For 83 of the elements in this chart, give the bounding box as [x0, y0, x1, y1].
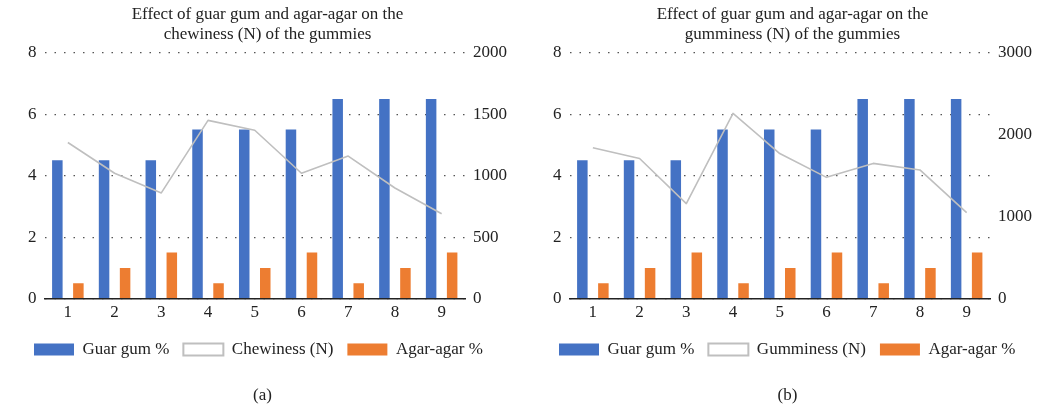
x-tick-label: 7	[868, 302, 878, 322]
y-tick-label: 2	[28, 226, 37, 246]
bar	[213, 283, 224, 298]
legend-label: Agar-agar %	[928, 338, 1016, 358]
y2-tick-label: 0	[473, 288, 482, 308]
bar	[192, 129, 203, 298]
x-tick-label: 3	[682, 302, 691, 322]
y2-tick-label: 2000	[998, 124, 1032, 144]
x-tick-label: 9	[962, 302, 971, 322]
x-tick-label: 1	[63, 302, 73, 322]
bar	[691, 252, 703, 298]
bar	[446, 252, 458, 298]
legend-label: Agar-agar %	[395, 338, 483, 358]
legend-label: Guar gum %	[82, 338, 170, 358]
x-tick-label: 2	[635, 302, 644, 322]
y-tick-label: 4	[28, 165, 37, 185]
bar	[577, 160, 588, 298]
bar	[904, 98, 915, 298]
chart-title: Effect of guar gum and agar-agar on the chewiness (N) of the gummies	[131, 3, 404, 44]
bar	[400, 267, 411, 298]
x-tick-label: 5	[250, 302, 259, 322]
y2-tick-label: 500	[473, 226, 499, 246]
bar	[166, 252, 178, 298]
bar	[623, 160, 635, 298]
bar	[73, 283, 84, 298]
bar	[260, 267, 271, 298]
y2-tick-label: 2000	[473, 42, 507, 62]
x-tick-label: 8	[915, 302, 925, 322]
bar	[831, 252, 843, 298]
bar	[925, 267, 936, 298]
legend-label: Guar gum %	[607, 338, 695, 358]
bar	[857, 98, 868, 298]
bar	[717, 129, 728, 298]
bar	[644, 267, 656, 298]
bar	[878, 283, 889, 298]
y-tick-label: 4	[553, 165, 562, 185]
y2-tick-label: 1000	[998, 206, 1032, 226]
text: (a)	[253, 385, 272, 404]
bar	[971, 252, 983, 298]
bar	[52, 160, 63, 298]
y2-tick-label: 0	[998, 288, 1007, 308]
bar	[332, 98, 343, 298]
x-tick-label: 6	[297, 302, 306, 322]
x-tick-label: 6	[822, 302, 831, 322]
x-tick-label: 8	[390, 302, 400, 322]
y-tick-label: 0	[553, 288, 562, 308]
bar	[785, 267, 796, 298]
x-tick-label: 9	[437, 302, 446, 322]
bar	[425, 98, 437, 298]
text: (b)	[777, 385, 798, 404]
bar	[810, 129, 822, 298]
y-tick-label: 6	[553, 103, 562, 123]
chart-title: Effect of guar gum and agar-agar on the gumminess (N) of the gummies	[656, 3, 929, 44]
bar	[98, 160, 110, 298]
x-tick-label: 7	[343, 302, 353, 322]
bar	[763, 129, 775, 298]
x-tick-label: 4	[728, 302, 738, 322]
bar	[145, 160, 157, 298]
bar	[285, 129, 297, 298]
y2-tick-label: 1500	[473, 103, 507, 123]
bar	[738, 283, 749, 298]
y-tick-label: 6	[28, 103, 37, 123]
legend-label: Chewiness (N)	[231, 338, 334, 358]
bar	[379, 98, 390, 298]
bar	[119, 267, 131, 298]
y-tick-label: 8	[28, 42, 37, 62]
x-tick-label: 3	[157, 302, 166, 322]
y-tick-label: 0	[28, 288, 37, 308]
bar	[950, 98, 962, 298]
x-tick-label: 5	[775, 302, 784, 322]
y-tick-label: 8	[553, 42, 562, 62]
bar	[598, 283, 609, 298]
y2-tick-label: 3000	[998, 42, 1032, 62]
y2-tick-label: 1000	[473, 165, 507, 185]
y-tick-label: 2	[553, 226, 562, 246]
x-tick-label: 2	[110, 302, 119, 322]
bar	[353, 283, 364, 298]
legend-label: Gumminess (N)	[756, 338, 866, 358]
bar	[670, 160, 682, 298]
x-tick-label: 1	[588, 302, 598, 322]
x-tick-label: 4	[203, 302, 213, 322]
bar	[238, 129, 250, 298]
bar	[306, 252, 318, 298]
